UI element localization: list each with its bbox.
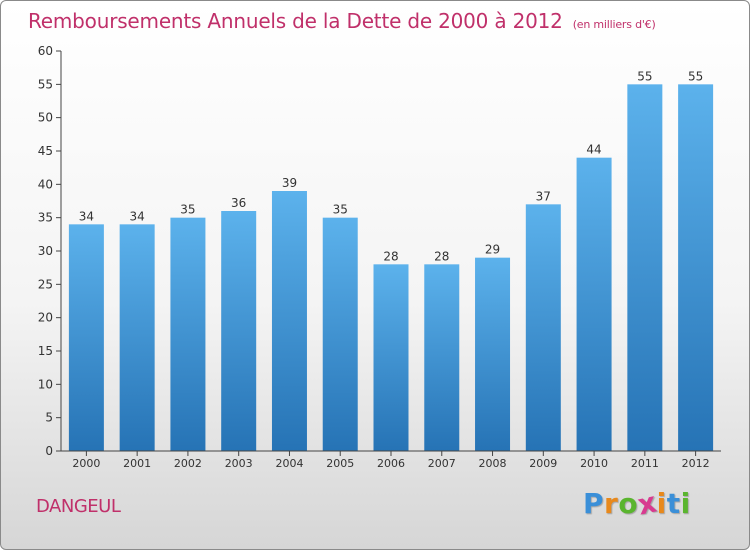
bar xyxy=(68,224,104,451)
x-tick-label: 2010 xyxy=(580,457,608,470)
y-tick-label: 10 xyxy=(38,377,53,391)
y-tick-label: 25 xyxy=(38,277,53,291)
bar-value-label: 36 xyxy=(231,196,246,210)
logo-letter: i xyxy=(656,487,667,520)
chart-title-text: Remboursements Annuels de la Dette de 20… xyxy=(28,9,563,33)
x-tick-label: 2009 xyxy=(529,457,557,470)
bar xyxy=(322,217,358,451)
y-tick-label: 40 xyxy=(38,177,53,191)
logo-letter: P xyxy=(583,487,605,520)
x-tick-label: 2004 xyxy=(275,457,303,470)
y-tick-label: 0 xyxy=(45,444,53,458)
y-tick-label: 50 xyxy=(38,111,53,125)
chart-title: Remboursements Annuels de la Dette de 20… xyxy=(28,9,656,33)
bar-value-label: 35 xyxy=(180,203,195,217)
logo-letter: r xyxy=(604,487,619,520)
y-tick-label: 5 xyxy=(45,411,53,425)
y-tick-label: 45 xyxy=(38,144,53,158)
x-tick-label: 2006 xyxy=(377,457,405,470)
logo-letter: t xyxy=(666,487,681,520)
bar-value-label: 37 xyxy=(536,189,551,203)
bar-value-label: 29 xyxy=(485,243,500,257)
y-tick-label: 60 xyxy=(38,44,53,58)
bar-value-label: 55 xyxy=(688,69,703,83)
proxiti-logo[interactable]: Proxiti xyxy=(583,485,691,521)
y-tick-label: 55 xyxy=(38,77,53,91)
logo-letter: o xyxy=(618,487,639,520)
bar-value-label: 28 xyxy=(383,249,398,263)
x-tick-label: 2003 xyxy=(225,457,253,470)
x-tick-label: 2000 xyxy=(72,457,100,470)
x-tick-label: 2008 xyxy=(479,457,507,470)
x-axis: 2000 2001 2002 2003 2004 2005 2006 2007 2008 2009… xyxy=(61,450,721,470)
bar xyxy=(475,257,511,451)
x-tick-label: 2002 xyxy=(174,457,202,470)
bar xyxy=(424,264,460,451)
bar-value-label: 44 xyxy=(586,143,601,157)
bar xyxy=(576,157,612,451)
y-tick-label: 15 xyxy=(38,344,53,358)
bar-value-label: 39 xyxy=(282,176,297,190)
y-tick-label: 30 xyxy=(38,244,53,258)
bar xyxy=(271,191,307,451)
y-axis: 0 5 10 15 20 25 30 35 40 45 50 55 60 xyxy=(38,44,62,458)
x-tick-label: 2012 xyxy=(682,457,710,470)
bar-value-label: 28 xyxy=(434,249,449,263)
x-tick-label: 2007 xyxy=(428,457,456,470)
x-tick-label: 2005 xyxy=(326,457,354,470)
chart-subtitle: (en milliers d'€) xyxy=(572,18,656,31)
bar-value-label: 34 xyxy=(79,209,94,223)
logo-letter: i xyxy=(680,487,691,520)
bar xyxy=(525,204,561,451)
bar xyxy=(627,84,663,451)
bar xyxy=(170,217,206,451)
bar xyxy=(373,264,409,451)
bar xyxy=(119,224,155,451)
commune-name: DANGEUL xyxy=(36,496,121,517)
bar-value-label: 35 xyxy=(333,203,348,217)
bars: 34 34 35 36 39 35 28 28 29 37 44 55 55 xyxy=(68,69,714,451)
x-tick-label: 2011 xyxy=(631,457,659,470)
bar-value-label: 34 xyxy=(130,209,145,223)
x-tick-label: 2001 xyxy=(123,457,151,470)
y-tick-label: 20 xyxy=(38,311,53,325)
y-tick-label: 35 xyxy=(38,211,53,225)
bar xyxy=(221,211,257,451)
bar xyxy=(678,84,714,451)
bar-value-label: 55 xyxy=(637,69,652,83)
